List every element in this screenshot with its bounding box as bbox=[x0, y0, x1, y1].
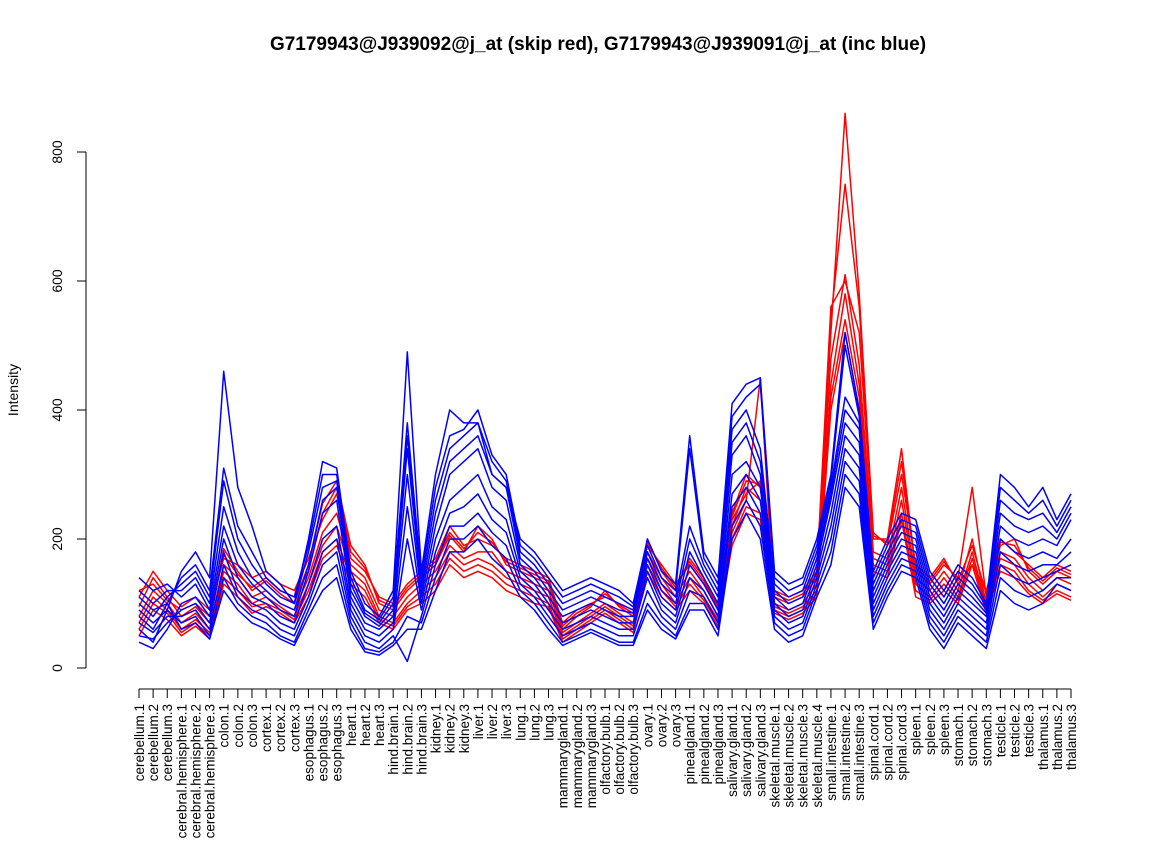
x-tick-label: stomach.2 bbox=[965, 704, 980, 766]
x-tick-label: lung.1 bbox=[513, 704, 528, 741]
x-tick-label: spinal.cord.3 bbox=[895, 704, 910, 781]
x-tick-label: small.intestine.2 bbox=[838, 704, 853, 801]
x-tick-label: spleen.3 bbox=[937, 704, 952, 755]
series-layer bbox=[138, 112, 1072, 663]
x-tick-label: mammarygland.1 bbox=[556, 704, 571, 808]
x-tick-label: hind.brain.1 bbox=[386, 704, 401, 775]
x-tick-label: esophagus.2 bbox=[316, 704, 331, 781]
x-tick-label: spinal.cord.1 bbox=[866, 704, 881, 781]
x-tick-label: esophagus.1 bbox=[301, 704, 316, 781]
y-tick-label: 200 bbox=[49, 527, 65, 551]
x-tick-label: thalamus.1 bbox=[1036, 704, 1051, 770]
inc-series-line-9 bbox=[138, 344, 1072, 631]
x-tick-label: heart.2 bbox=[358, 704, 373, 746]
x-tick-label: ovary.1 bbox=[640, 704, 655, 747]
y-axis: 0 200 400 600 800 bbox=[49, 140, 87, 672]
x-tick-label: ovary.2 bbox=[654, 704, 669, 747]
x-tick-label: liver.1 bbox=[471, 704, 486, 739]
inc-series-line-14 bbox=[138, 447, 1072, 643]
x-tick-label: colon.2 bbox=[231, 704, 246, 748]
x-tick-label: cerebellum.2 bbox=[146, 704, 161, 781]
x-tick-label: liver.2 bbox=[485, 704, 500, 739]
x-tick-label: colon.3 bbox=[245, 704, 260, 748]
chart-title: G7179943@J939092@j_at (skip red), G71799… bbox=[270, 34, 926, 55]
x-tick-label: spinal.cord.2 bbox=[880, 704, 895, 781]
x-tick-label: pinealgland.2 bbox=[697, 704, 712, 784]
x-tick-label: esophagus.3 bbox=[330, 704, 345, 781]
x-tick-label: olfactory.bulb.3 bbox=[626, 704, 641, 795]
inc-series-line-13 bbox=[138, 435, 1072, 650]
x-tick-label: salivary.gland.2 bbox=[739, 704, 754, 797]
y-tick-label: 800 bbox=[49, 140, 65, 164]
inc-series-line-12 bbox=[138, 422, 1072, 631]
inc-series-line-15 bbox=[138, 460, 1072, 663]
x-tick-label: testicle.3 bbox=[1022, 704, 1037, 757]
x-tick-label: testicle.2 bbox=[1008, 704, 1023, 757]
x-tick-label: small.intestine.1 bbox=[824, 704, 839, 801]
x-tick-label: cortex.3 bbox=[287, 704, 302, 752]
x-tick-label: stomach.1 bbox=[951, 704, 966, 766]
x-tick-label: cortex.2 bbox=[273, 704, 288, 752]
x-tick-label: mammarygland.3 bbox=[584, 704, 599, 808]
x-tick-label: liver.3 bbox=[499, 704, 514, 739]
x-tick-label: skeletal.muscle.2 bbox=[782, 704, 797, 808]
skip-series-line-2 bbox=[138, 280, 1072, 624]
x-axis: cerebellum.1 cerebellum.2 cerebellum.3 cere… bbox=[132, 688, 1079, 838]
x-tick-label: cortex.1 bbox=[259, 704, 274, 752]
x-tick-label: mammarygland.2 bbox=[570, 704, 585, 808]
x-tick-label: testicle.1 bbox=[993, 704, 1008, 757]
x-tick-label: thalamus.3 bbox=[1064, 704, 1079, 770]
y-axis-label: Intensity bbox=[5, 364, 21, 416]
inc-series-line-11 bbox=[138, 409, 1072, 627]
x-tick-label: salivary.gland.1 bbox=[725, 704, 740, 797]
x-tick-label: skeletal.muscle.4 bbox=[810, 704, 825, 808]
inc-series-line-10 bbox=[138, 396, 1072, 624]
x-tick-label: cerebral.hemisphere.1 bbox=[174, 704, 189, 838]
x-tick-label: olfactory.bulb.2 bbox=[612, 704, 627, 795]
x-tick-label: spleen.2 bbox=[923, 704, 938, 755]
inc-series-line-16 bbox=[138, 473, 1071, 653]
x-tick-label: hind.brain.3 bbox=[414, 704, 429, 775]
x-tick-label: pinealgland.1 bbox=[683, 704, 698, 784]
x-tick-label: lung.3 bbox=[542, 704, 557, 741]
x-tick-label: salivary.gland.3 bbox=[753, 704, 768, 797]
x-tick-label: cerebral.hemisphere.2 bbox=[188, 704, 203, 838]
x-tick-label: olfactory.bulb.1 bbox=[598, 704, 613, 795]
x-tick-label: pinealgland.3 bbox=[711, 704, 726, 784]
x-tick-label: cerebellum.3 bbox=[160, 704, 175, 781]
x-tick-label: lung.2 bbox=[527, 704, 542, 741]
x-tick-label: kidney.1 bbox=[429, 704, 444, 753]
x-tick-label: spleen.1 bbox=[909, 704, 924, 755]
y-tick-label: 600 bbox=[49, 269, 65, 293]
x-tick-label: cerebellum.1 bbox=[132, 704, 147, 781]
x-tick-label: ovary.3 bbox=[669, 704, 684, 747]
x-tick-label: skeletal.muscle.1 bbox=[767, 704, 782, 808]
x-tick-label: heart.1 bbox=[344, 704, 359, 746]
x-tick-label: kidney.2 bbox=[443, 704, 458, 753]
skip-series-line-1 bbox=[138, 112, 1072, 631]
skip-series-line-7 bbox=[138, 183, 1072, 627]
x-tick-label: stomach.3 bbox=[979, 704, 994, 766]
x-tick-label: thalamus.2 bbox=[1050, 704, 1065, 770]
inc-series-line-17 bbox=[138, 486, 1072, 656]
y-tick-label: 400 bbox=[49, 398, 65, 422]
x-tick-label: hind.brain.2 bbox=[400, 704, 415, 775]
x-tick-label: cerebral.hemisphere.3 bbox=[203, 704, 218, 838]
x-tick-label: colon.1 bbox=[217, 704, 232, 748]
x-tick-label: small.intestine.3 bbox=[852, 704, 867, 801]
x-tick-label: skeletal.muscle.3 bbox=[796, 704, 811, 808]
x-tick-label: kidney.3 bbox=[457, 704, 472, 753]
y-tick-label: 0 bbox=[49, 664, 65, 672]
x-tick-label: heart.3 bbox=[372, 704, 387, 746]
